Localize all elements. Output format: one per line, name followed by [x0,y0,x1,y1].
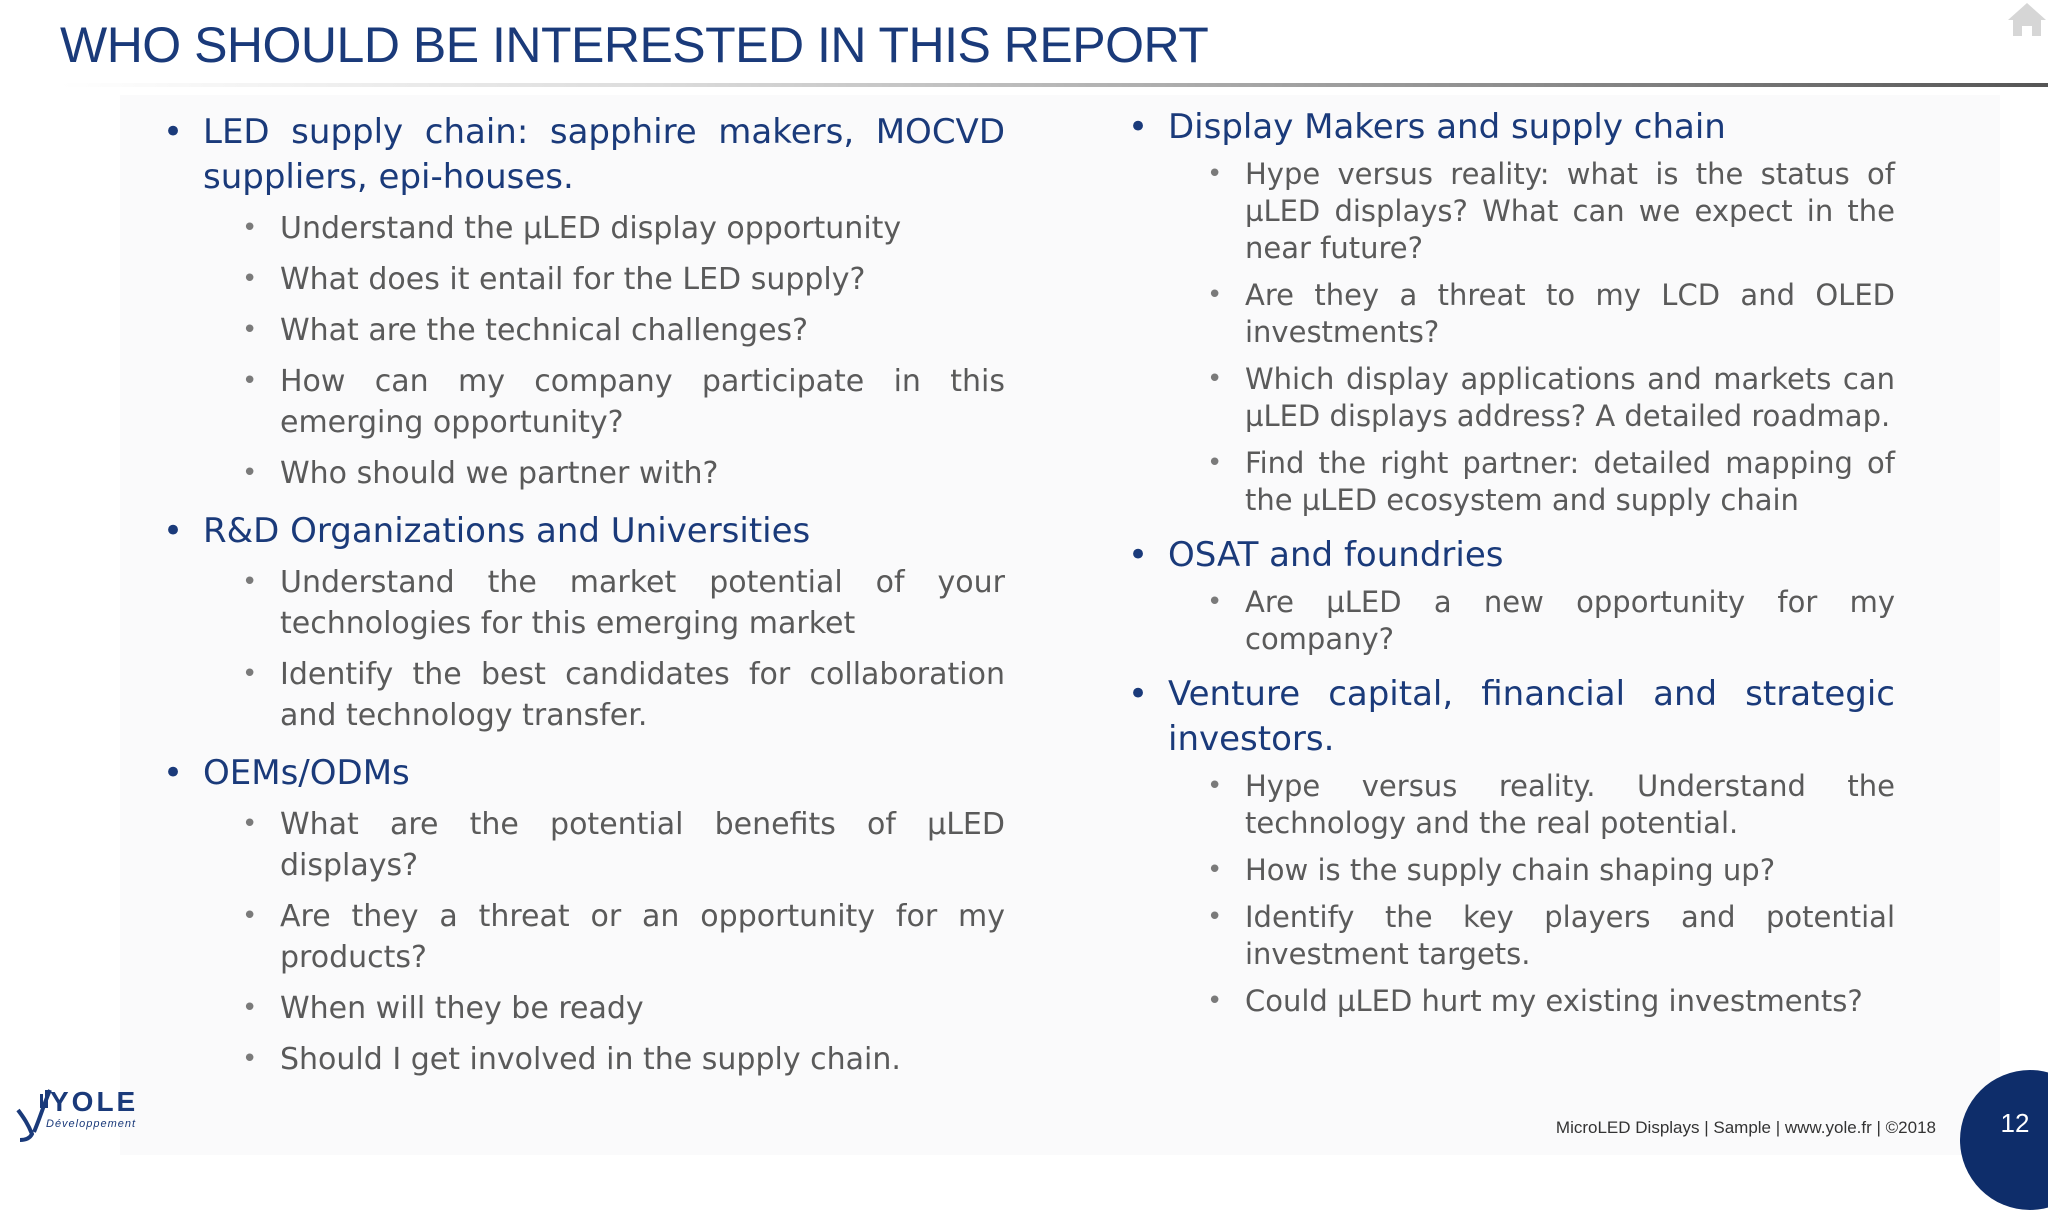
bullet-dot: • [242,567,258,597]
item-text: Hype versus reality: what is the status … [1245,157,1895,265]
section-heading: • LED supply chain: sapphire makers, MOC… [155,110,1005,200]
heading-text: Venture capital, financial and strategic… [1168,674,1895,759]
section-venture-capital: • Venture capital, financial and strateg… [1120,672,1895,1020]
list-item: • What are the technical challenges? [242,310,1005,351]
bullet-dot: • [242,993,258,1023]
list-item: • Could µLED hurt my existing investments… [1207,983,1895,1020]
list-item: • Identify the key players and potential … [1207,899,1895,973]
item-text: Identify the key players and potential i… [1245,900,1895,971]
bullet-dot: • [242,315,258,345]
yole-logo-mark [16,1089,52,1142]
item-text: Hype versus reality. Understand the tech… [1245,769,1895,840]
bullet-dot: • [1207,587,1223,617]
yole-logo: YOLE Développement [14,1078,154,1144]
list-item: • How can my company participate in this … [242,361,1005,443]
section-heading: • Display Makers and supply chain [1120,105,1895,150]
item-text: What are the technical challenges? [280,313,809,348]
item-text: Which display applications and markets c… [1245,362,1895,433]
bullet-dot: • [242,901,258,931]
section-osat-foundries: • OSAT and foundries • Are µLED a new opp… [1120,533,1895,658]
list-item: • Are they a threat to my LCD and OLED in… [1207,277,1895,351]
item-text: Identify the best candidates for collabo… [280,657,1005,733]
heading-text: OSAT and foundries [1168,535,1504,575]
list-item: • What does it entail for the LED supply? [242,259,1005,300]
bullet-dot: • [1207,159,1223,189]
footer-text: MicroLED Displays | Sample | www.yole.fr… [1555,1118,1936,1137]
item-text: When will they be ready [280,991,644,1026]
left-column: • LED supply chain: sapphire makers, MOC… [155,110,1005,1080]
section-led-supply-chain: • LED supply chain: sapphire makers, MOC… [155,110,1005,494]
bullet-dot: • [1207,448,1223,478]
item-text: Find the right partner: detailed mapping… [1245,446,1895,517]
list-item: • Should I get involved in the supply cha… [242,1039,1005,1080]
heading-text: OEMs/ODMs [203,753,410,793]
list-item: • Hype versus reality. Understand the tec… [1207,768,1895,842]
list-item: • Are they a threat or an opportunity for… [242,896,1005,978]
logo-subtitle: Développement [46,1118,137,1130]
list-item: • Which display applications and markets … [1207,361,1895,435]
list-item: • Are µLED a new opportunity for my compa… [1207,584,1895,658]
bullet-dot: • [242,213,258,243]
item-text: Should I get involved in the supply chai… [280,1042,901,1077]
list-item: • Hype versus reality: what is the status… [1207,156,1895,267]
section-heading: • OSAT and foundries [1120,533,1895,578]
item-text: Understand the µLED display opportunity [280,211,902,246]
page-number: 12 [2000,1108,2030,1138]
section-display-makers: • Display Makers and supply chain • Hype … [1120,105,1895,519]
bullet-dot: • [1128,107,1149,147]
section-heading: • OEMs/ODMs [155,751,1005,796]
bullet-dot: • [1207,364,1223,394]
bullet-dot: • [163,112,184,152]
bullet-dot: • [242,366,258,396]
bullet-dot: • [163,753,184,793]
heading-text: Display Makers and supply chain [1168,107,1726,147]
list-item: • Identify the best candidates for collab… [242,654,1005,736]
list-item: • Understand the market potential of your… [242,562,1005,644]
bullet-dot: • [242,1044,258,1074]
section-oems-odms: • OEMs/ODMs • What are the potential bene… [155,751,1005,1080]
list-item: • Understand the µLED display opportunity [242,208,1005,249]
heading-text: LED supply chain: sapphire makers, MOCVD… [203,112,1005,197]
bullet-dot: • [1207,986,1223,1016]
bullet-dot: • [1207,280,1223,310]
bullet-dot: • [242,264,258,294]
item-text: How is the supply chain shaping up? [1245,853,1776,887]
heading-text: R&D Organizations and Universities [203,511,811,551]
item-text: Could µLED hurt my existing investments? [1245,984,1863,1018]
list-item: • How is the supply chain shaping up? [1207,852,1895,889]
logo-word: YOLE [50,1086,139,1117]
item-text: Understand the market potential of your … [280,565,1005,641]
list-item: • Who should we partner with? [242,453,1005,494]
section-rd-organizations: • R&D Organizations and Universities • Un… [155,509,1005,736]
item-text: What does it entail for the LED supply? [280,262,866,297]
bullet-dot: • [1207,771,1223,801]
bullet-dot: • [1207,855,1223,885]
bullet-dot: • [242,809,258,839]
list-item: • What are the potential benefits of µLED… [242,804,1005,886]
item-text: What are the potential benefits of µLED … [280,807,1005,883]
bullet-dot: • [163,511,184,551]
item-text: How can my company participate in this e… [280,364,1005,440]
item-text: Are they a threat to my LCD and OLED inv… [1245,278,1895,349]
bullet-dot: • [1128,535,1149,575]
content-background [120,95,2000,1155]
right-column: • Display Makers and supply chain • Hype … [1120,105,1895,1020]
home-icon[interactable] [2006,0,2048,40]
bullet-dot: • [242,659,258,689]
list-item: • When will they be ready [242,988,1005,1029]
bullet-dot: • [242,458,258,488]
item-text: Are µLED a new opportunity for my compan… [1245,585,1895,656]
section-heading: • R&D Organizations and Universities [155,509,1005,554]
item-text: Who should we partner with? [280,456,719,491]
bullet-dot: • [1207,902,1223,932]
title-divider [60,83,2048,87]
item-text: Are they a threat or an opportunity for … [280,899,1005,975]
section-heading: • Venture capital, financial and strateg… [1120,672,1895,762]
bullet-dot: • [1128,674,1149,714]
list-item: • Find the right partner: detailed mappin… [1207,445,1895,519]
page-title: WHO SHOULD BE INTERESTED IN THIS REPORT [60,17,1209,73]
